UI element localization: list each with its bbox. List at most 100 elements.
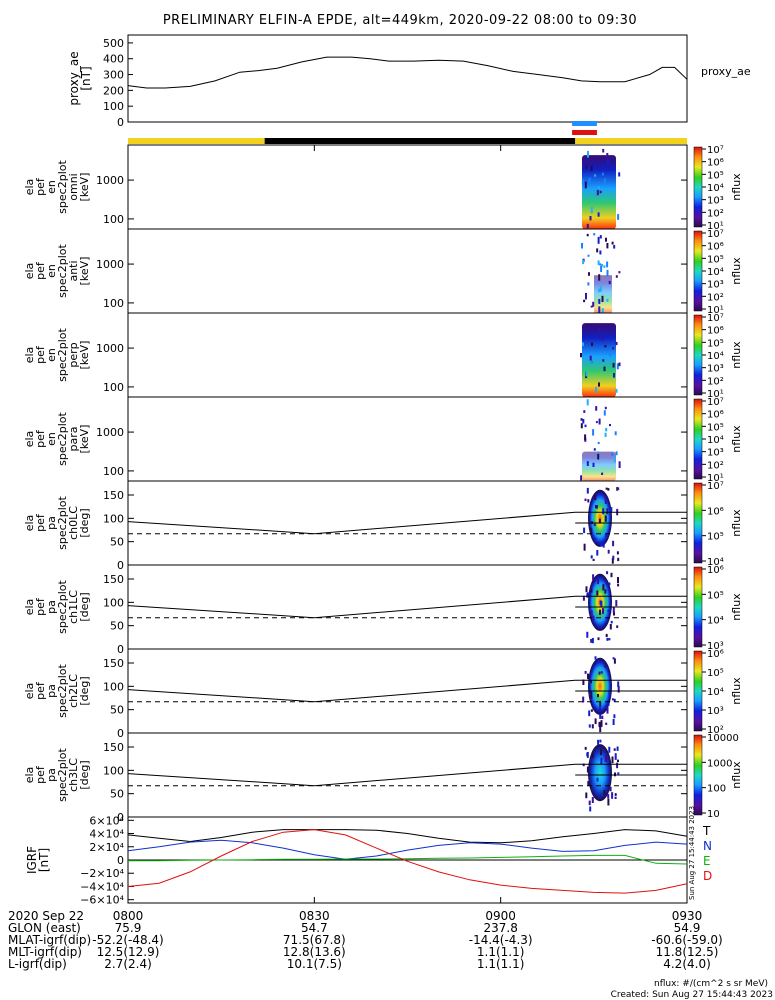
spec-flux-speck (604, 406, 607, 410)
spec-flux-speck (587, 673, 589, 680)
axis-row-value: 4.2(4.0) (663, 957, 711, 971)
spec-flux-speck (605, 755, 608, 762)
spec-flux-speck (605, 633, 608, 637)
ae-ytick-label: 100 (103, 100, 124, 113)
spec-ylabel: [deg] (78, 592, 91, 621)
spec-ytick-label: 100 (103, 213, 124, 226)
spec-ylabel: en (45, 264, 58, 278)
spec-flux-speck (612, 347, 615, 350)
axis-row-label: L-igrf(dip) (8, 957, 67, 971)
spec-flux-speck (587, 282, 590, 286)
spec-panel-ela_pef_en_spec2plot_para: 1001000elapefenspec2plotpara[keV]10¹10²1… (23, 396, 743, 484)
ae-ytick-label: 0 (117, 116, 124, 129)
spec-flux-speck (583, 410, 586, 413)
colorbar-tick-label: 10³ (707, 364, 724, 375)
spec-ylabel: pa (45, 600, 58, 614)
colorbar-tick-label: 10⁶ (707, 506, 724, 517)
spec-flux-speck (582, 696, 585, 703)
spec-flux-speck (613, 457, 616, 463)
colorbar-tick-label: 10² (707, 208, 724, 219)
spec-ytick-label: 100 (103, 465, 124, 478)
spec-ytick-label: 150 (103, 489, 124, 502)
spec-flux-speck (606, 159, 609, 165)
spec-flux-speck (611, 756, 614, 764)
spec-flux-speck (609, 353, 612, 357)
spec-flux-region (588, 657, 612, 715)
spec-flux-speck (580, 353, 582, 358)
colorbar-tick-label: 10² (707, 292, 724, 303)
spec-flux-speck (595, 505, 597, 509)
colorbar-tick-label: 10³ (707, 196, 724, 207)
spec-flux-speck (590, 206, 593, 214)
spec-ylabel: spec2plot (56, 580, 69, 634)
spec-ylabel: ela (23, 515, 36, 532)
spec-flux-speck (613, 244, 616, 249)
spec-flux-speck (616, 363, 619, 370)
spec-flux-speck (606, 261, 609, 268)
colorbar-tick-label: 10³ (707, 641, 724, 652)
axis-row-value: 1.1(1.1) (477, 957, 525, 971)
spec-flux-speck (582, 679, 585, 685)
spec-flux-speck (589, 355, 592, 361)
spec-flux-speck (604, 432, 607, 437)
spec-ylabel: pef (34, 597, 47, 616)
spec-flux-speck (611, 698, 614, 701)
spec-flux-speck (606, 298, 609, 302)
spec-flux-speck (584, 671, 587, 674)
spec-flux-speck (605, 487, 608, 490)
spec-flux-speck (600, 748, 602, 756)
spec-flux-speck (608, 582, 611, 586)
spec-ylabel: [deg] (78, 508, 91, 537)
spec-flux-speck (585, 586, 588, 593)
spec-flux-speck (586, 461, 589, 466)
spec-flux-speck (600, 720, 603, 727)
spec-flux-speck (599, 725, 602, 733)
colorbar-zlabel: nflux (730, 509, 743, 537)
spec-flux-speck (597, 579, 600, 585)
colorbar-tick-label: 10¹ (707, 389, 724, 400)
axis-row-value: 1.1(1.1) (477, 945, 525, 959)
spec-ylabel: para (67, 427, 80, 452)
spec-ylabel: anti (67, 260, 80, 281)
ae-frame (127, 34, 688, 123)
colorbar-tick-label: 10⁵ (707, 422, 724, 433)
spec-flux-speck (594, 656, 597, 660)
igrf-side-stamp: Sun Aug 27 15:44:43 2023 (688, 806, 696, 900)
spec-panel-ela_pef_en_spec2plot_anti: 1001000elapefenspec2plotanti[keV]10¹10²1… (23, 228, 743, 316)
igrf-ytick-label: −4×10⁴ (80, 880, 124, 893)
spec-ytick-label: 1000 (96, 258, 124, 271)
orbit-segment (128, 138, 265, 144)
colorbar-tick-label: 100 (707, 784, 726, 795)
spec-flux-speck (592, 429, 595, 436)
colorbar-zlabel: nflux (730, 257, 743, 285)
spec-flux-speck (593, 233, 596, 236)
spec-ylabel: spec2plot (56, 328, 69, 382)
spec-flux-speck (611, 792, 614, 799)
spec-flux-speck (606, 707, 609, 714)
colorbar-tick-label: 10000 (707, 733, 739, 744)
spec-ylabel: pa (45, 516, 58, 530)
spec-flux-region (582, 451, 616, 481)
spec-flux-speck (586, 223, 589, 229)
spec-flux-speck (602, 148, 605, 153)
spec-flux-speck (584, 424, 587, 428)
spec-flux-speck (607, 488, 610, 491)
spec-flux-speck (610, 507, 613, 513)
spec-flux-speck (590, 610, 593, 616)
spec-flux-speck (591, 752, 594, 759)
spec-flux-speck (604, 665, 607, 668)
spec-ylabel: [deg] (78, 760, 91, 789)
spec-flux-speck (616, 746, 619, 751)
colorbar-tick-label: 10⁷ (707, 313, 724, 324)
ae-line (127, 56, 688, 89)
spec-flux-speck (599, 600, 602, 605)
spec-ylabel: pef (34, 681, 47, 700)
colorbar-tick-label: 10⁵ (707, 590, 724, 601)
spec-flux-speck (588, 177, 591, 184)
spec-flux-speck (606, 269, 609, 277)
spec-flux-speck (609, 786, 612, 792)
spec-flux-speck (601, 715, 604, 719)
spec-flux-speck (590, 305, 593, 308)
orbit-bar (128, 121, 687, 144)
